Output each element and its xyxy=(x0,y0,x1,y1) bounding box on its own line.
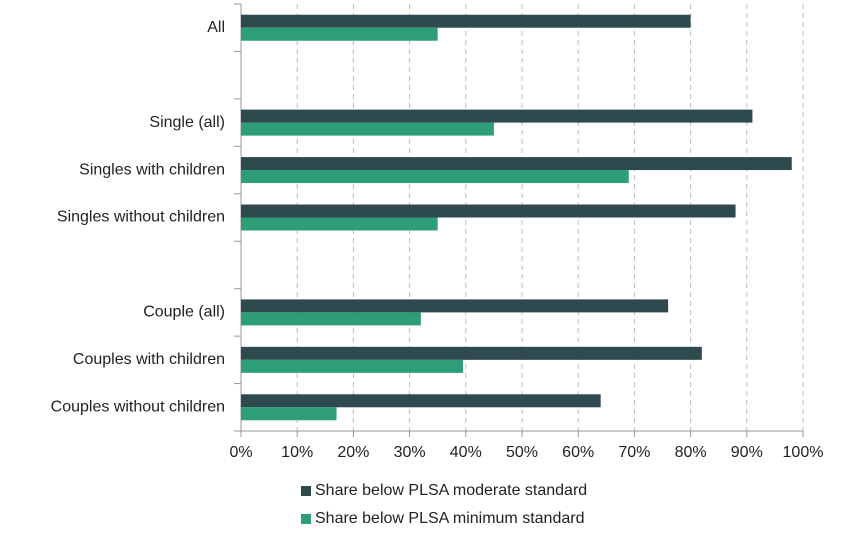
x-tick-label: 40% xyxy=(450,444,482,461)
bar xyxy=(241,217,438,231)
legend-swatch xyxy=(301,486,311,496)
bar xyxy=(241,204,736,218)
x-tick-label: 0% xyxy=(229,444,252,461)
x-tick-label: 30% xyxy=(394,444,426,461)
bar xyxy=(241,394,601,408)
bar xyxy=(241,346,702,360)
legend-swatch xyxy=(301,514,311,524)
x-tick-label: 10% xyxy=(281,444,313,461)
bar xyxy=(241,122,494,136)
bar xyxy=(241,157,792,171)
legend-label: Share below PLSA moderate standard xyxy=(315,482,587,499)
bar xyxy=(241,109,753,123)
bar xyxy=(241,14,691,28)
x-tick-label: 20% xyxy=(337,444,369,461)
x-tick-label: 80% xyxy=(675,444,707,461)
bar xyxy=(241,27,438,41)
x-tick-label: 50% xyxy=(506,444,538,461)
y-tick-label: Singles with children xyxy=(79,161,225,178)
x-tick-label: 90% xyxy=(731,444,763,461)
y-tick-label: All xyxy=(207,19,225,36)
y-tick-label: Couple (all) xyxy=(143,304,225,321)
bar xyxy=(241,170,629,184)
x-tick-label: 60% xyxy=(562,444,594,461)
x-tick-label: 70% xyxy=(618,444,650,461)
bar xyxy=(241,312,421,326)
bar xyxy=(241,407,337,421)
x-tick-label: 100% xyxy=(783,444,824,461)
y-tick-label: Couples without children xyxy=(51,398,225,415)
bar xyxy=(241,299,669,313)
bar xyxy=(241,359,463,373)
y-tick-label: Singles without children xyxy=(57,209,225,226)
y-tick-label: Couples with children xyxy=(73,351,225,368)
y-tick-label: Single (all) xyxy=(149,114,225,131)
legend-label: Share below PLSA minimum standard xyxy=(315,510,584,527)
